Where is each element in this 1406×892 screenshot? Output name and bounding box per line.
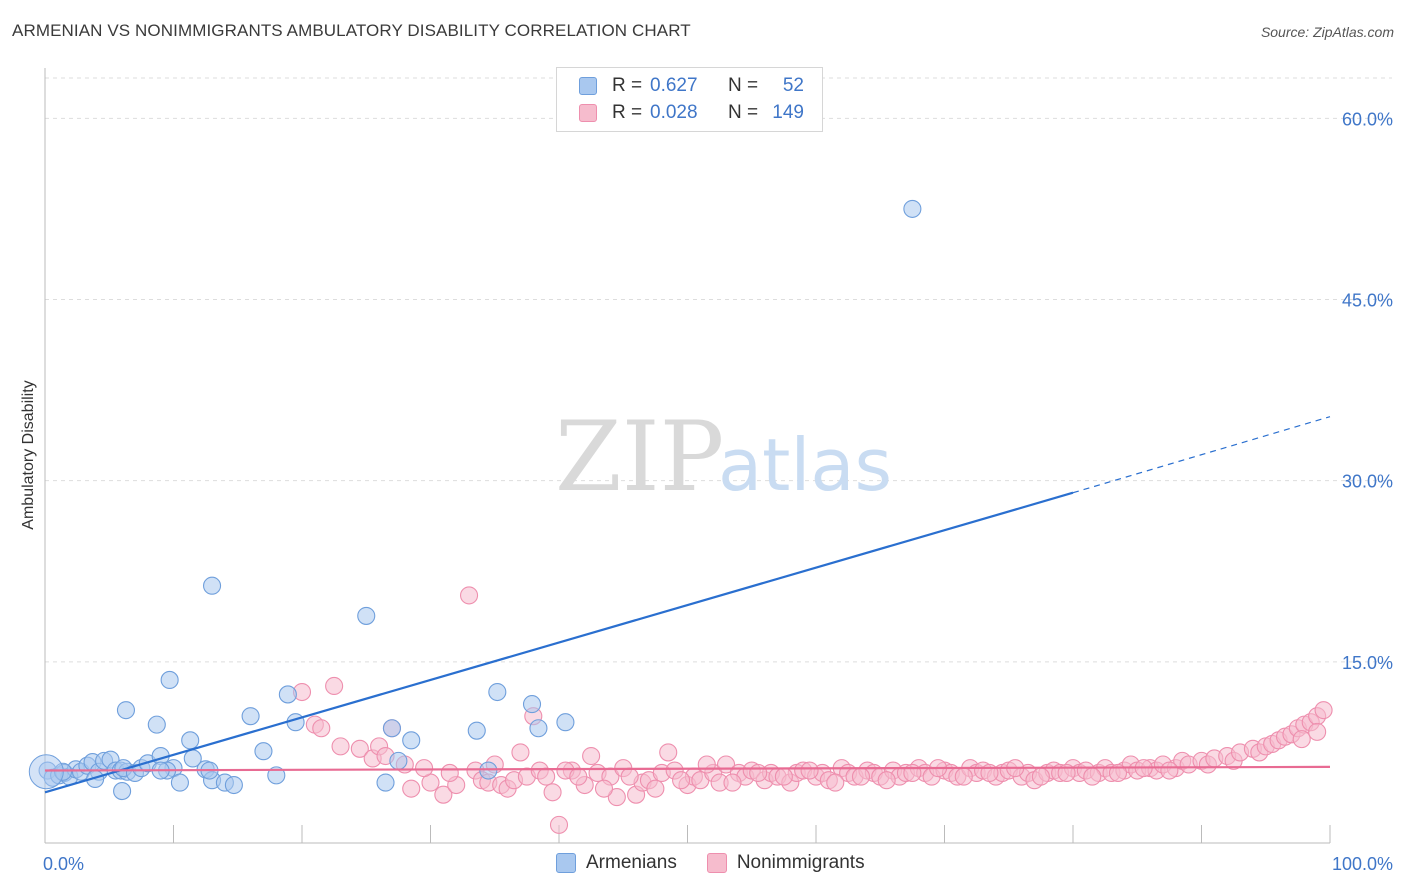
source-label: Source: ZipAtlas.com — [1260, 24, 1394, 40]
armenians-point[interactable] — [254, 742, 273, 761]
x-tick-label: 0.0% — [43, 854, 84, 874]
armenians-legend-swatch — [556, 853, 576, 873]
nonimmigrants-point[interactable] — [749, 763, 768, 782]
nonimmigrants-point[interactable] — [954, 767, 973, 786]
nonimmigrants-point[interactable] — [440, 763, 459, 782]
armenians-legend-label: Armenians — [586, 852, 677, 873]
nonimmigrants-point[interactable] — [723, 773, 742, 792]
y-tick-label: 30.0% — [1342, 472, 1393, 492]
armenians-point[interactable] — [116, 701, 136, 720]
nonimmigrants-point[interactable] — [325, 676, 344, 696]
armenians-point[interactable] — [181, 731, 200, 750]
nonimmigrants-legend-swatch — [706, 853, 727, 873]
r-label: R = — [612, 102, 643, 123]
legend-item-nonimmigrants[interactable]: Nonimmigrants — [706, 852, 865, 874]
nonimmigrants-point[interactable] — [415, 759, 434, 778]
nonimmigrants-trend-line — [44, 765, 1331, 772]
stats-legend: R = 0.627 N = 52 R = 0.028 N = 149 — [556, 67, 823, 132]
armenians-trend-extension — [1072, 416, 1331, 494]
nonimmigrants-point[interactable] — [459, 586, 479, 605]
nonimmigrants-point[interactable] — [1031, 767, 1050, 786]
nonimmigrants-point[interactable] — [582, 746, 601, 766]
x-tick-label: 100.0% — [1332, 854, 1393, 874]
armenians-point[interactable] — [203, 576, 222, 595]
nonimmigrants-point[interactable] — [826, 773, 845, 792]
nonimmigrants-point[interactable] — [434, 785, 453, 804]
nonimmigrants-point[interactable] — [774, 767, 793, 786]
nonimmigrants-point[interactable] — [350, 739, 369, 758]
nonimmigrants-point[interactable] — [646, 779, 665, 798]
armenians-point[interactable] — [147, 715, 166, 734]
chart-title: ARMENIAN VS NONIMMIGRANTS AMBULATORY DIS… — [12, 21, 691, 40]
nonimmigrants-point[interactable] — [537, 767, 556, 786]
armenians-point[interactable] — [357, 606, 376, 625]
armenians-point[interactable] — [903, 199, 922, 218]
armenians-trend-line — [44, 491, 1074, 794]
nonimmigrants-point[interactable] — [607, 788, 626, 807]
armenians-point[interactable] — [286, 713, 305, 732]
armenians-point[interactable] — [160, 670, 179, 689]
nonimmigrants-point[interactable] — [511, 743, 530, 762]
nonimmigrants-point[interactable] — [331, 737, 350, 756]
nonimmigrants-point[interactable] — [697, 755, 716, 774]
n-label: N = — [728, 102, 759, 123]
armenians-point[interactable] — [389, 751, 408, 770]
armenians-point[interactable] — [556, 713, 575, 732]
nonimmigrants-point[interactable] — [312, 719, 331, 738]
armenians-point[interactable] — [479, 761, 498, 780]
legend-item-armenians[interactable]: Armenians — [556, 852, 677, 874]
armenians-point[interactable] — [376, 773, 395, 792]
y-tick-label: 15.0% — [1342, 653, 1393, 673]
nonimmigrants-r-value: 0.028 — [650, 102, 698, 123]
nonimmigrants-point[interactable] — [851, 767, 871, 786]
nonimmigrants-legend-label: Nonimmigrants — [736, 852, 865, 873]
armenians-point[interactable] — [488, 682, 507, 702]
armenians-point[interactable] — [113, 782, 132, 801]
nonimmigrants-swatch — [579, 104, 597, 122]
y-tick-label: 60.0% — [1342, 109, 1393, 129]
armenians-point[interactable] — [529, 719, 548, 738]
nonimmigrants-point[interactable] — [1314, 701, 1333, 720]
armenians-swatch — [579, 77, 597, 95]
armenians-point[interactable] — [522, 695, 542, 714]
armenians-point[interactable] — [402, 731, 421, 750]
y-axis-label: Ambulatory Disability — [20, 380, 37, 530]
armenians-point[interactable] — [170, 773, 189, 792]
armenians-point-large[interactable] — [28, 754, 64, 790]
armenians-point[interactable] — [241, 707, 260, 726]
armenians-point[interactable] — [224, 775, 243, 795]
nonimmigrants-point[interactable] — [594, 779, 614, 798]
r-label: R = — [612, 75, 643, 96]
armenians-point[interactable] — [382, 719, 402, 738]
nonimmigrants-point[interactable] — [1308, 722, 1327, 741]
n-label: N = — [728, 75, 759, 96]
nonimmigrants-point[interactable] — [672, 771, 691, 790]
armenians-point[interactable] — [278, 685, 297, 704]
watermark-atlas: atlas — [718, 423, 892, 507]
legend-row-armenians: R = 0.627 N = 52 — [579, 73, 804, 99]
nonimmigrants-point[interactable] — [1292, 730, 1311, 749]
watermark-zip: ZIP — [555, 401, 724, 513]
y-tick-label: 45.0% — [1342, 290, 1393, 310]
armenians-point[interactable] — [267, 766, 286, 785]
armenians-n-value: 52 — [782, 75, 804, 96]
nonimmigrants-point[interactable] — [543, 783, 562, 802]
nonimmigrants-point[interactable] — [402, 779, 421, 798]
series-legend: Armenians Nonimmigrants — [556, 852, 895, 874]
nonimmigrants-point[interactable] — [800, 761, 819, 780]
nonimmigrants-point[interactable] — [1108, 763, 1128, 782]
nonimmigrants-point[interactable] — [549, 815, 569, 834]
nonimmigrants-point[interactable] — [1083, 767, 1102, 786]
nonimmigrants-point[interactable] — [877, 771, 896, 790]
nonimmigrants-n-value: 149 — [772, 102, 804, 123]
nonimmigrants-point[interactable] — [659, 743, 678, 762]
armenians-point[interactable] — [467, 721, 486, 740]
nonimmigrants-point[interactable] — [1160, 761, 1179, 780]
armenians-r-value: 0.627 — [650, 75, 698, 96]
nonimmigrants-point[interactable] — [620, 767, 639, 786]
legend-row-nonimmigrants: R = 0.028 N = 149 — [579, 100, 804, 126]
nonimmigrants-point[interactable] — [569, 767, 588, 786]
